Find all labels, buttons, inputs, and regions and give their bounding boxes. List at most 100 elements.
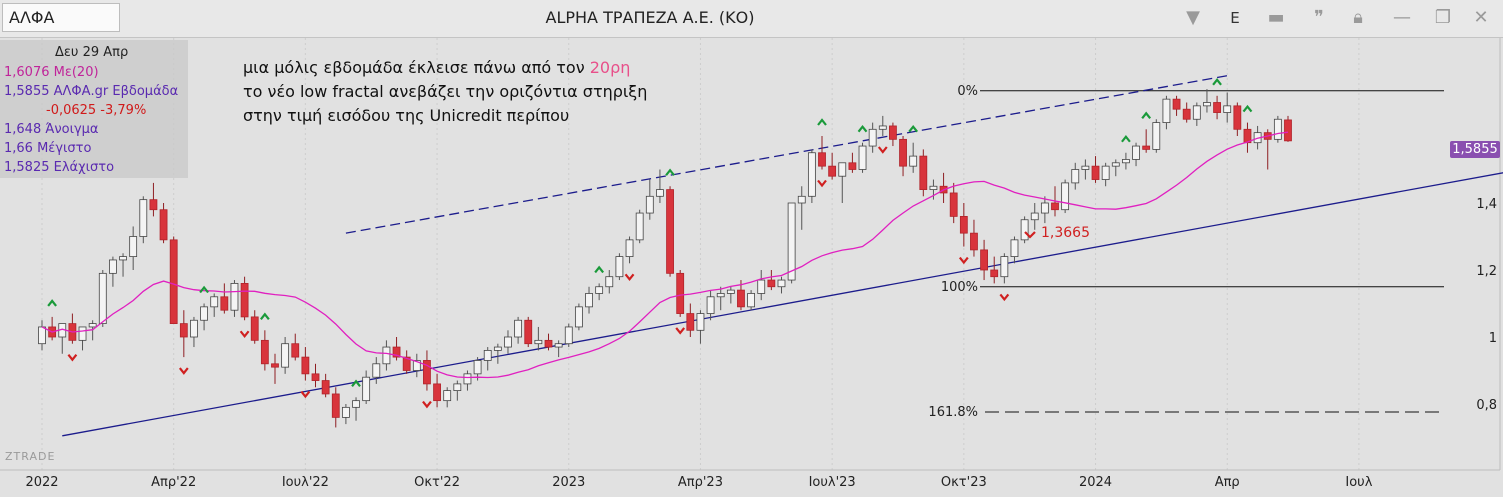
info-ma: 1,6076 Με(20) bbox=[4, 65, 99, 80]
candle bbox=[159, 209, 168, 241]
candle bbox=[544, 339, 553, 348]
restore-icon[interactable]: ❐ bbox=[1434, 7, 1452, 28]
candle bbox=[149, 199, 158, 211]
candle bbox=[453, 383, 462, 391]
x-tick-label: 2024 bbox=[1079, 475, 1112, 490]
x-tick-label: Οκτ'23 bbox=[941, 475, 987, 490]
candle bbox=[220, 296, 229, 311]
candle bbox=[686, 313, 695, 331]
candle bbox=[372, 363, 381, 378]
x-tick-label: Οκτ'22 bbox=[414, 475, 460, 490]
candle bbox=[271, 363, 279, 368]
candle bbox=[291, 343, 300, 358]
candle bbox=[595, 286, 604, 294]
candle bbox=[767, 279, 776, 288]
candle bbox=[899, 138, 907, 167]
candle bbox=[1010, 239, 1019, 258]
candle bbox=[1122, 159, 1130, 164]
close-icon[interactable]: ✕ bbox=[1473, 7, 1489, 28]
candle bbox=[554, 343, 563, 348]
x-tick-label: Ιουλ'22 bbox=[282, 475, 329, 490]
candle bbox=[564, 326, 573, 345]
candle bbox=[38, 326, 46, 345]
candle bbox=[1233, 105, 1242, 130]
x-tick-label: 2023 bbox=[552, 475, 585, 490]
x-tick-label: Απρ'22 bbox=[151, 475, 196, 490]
candle bbox=[88, 323, 97, 328]
candle bbox=[828, 165, 837, 177]
minimize-icon[interactable]: — bbox=[1393, 7, 1411, 28]
candle bbox=[1071, 169, 1080, 184]
candle bbox=[868, 128, 877, 147]
candle bbox=[807, 152, 816, 197]
down-fractal-marker bbox=[1024, 231, 1036, 239]
annotation-line-1-text: μια μόλις εβδομάδα έκλεισε πάνω από τον bbox=[243, 58, 590, 77]
annotation-line-3: στην τιμή εισόδου της Unicredit περίπου bbox=[243, 106, 570, 125]
candle bbox=[392, 346, 401, 358]
candle bbox=[1030, 212, 1039, 221]
down-fractal-marker bbox=[239, 330, 250, 339]
candle bbox=[929, 185, 938, 190]
dropdown-arrow-icon[interactable]: ▼ bbox=[1186, 7, 1200, 28]
candle bbox=[726, 289, 735, 294]
candle bbox=[666, 189, 674, 274]
candle bbox=[1111, 162, 1120, 167]
candle bbox=[382, 346, 391, 365]
candle bbox=[210, 296, 219, 308]
lock-icon[interactable]: 🔒︎ bbox=[1353, 7, 1363, 28]
down-fractal-marker bbox=[877, 146, 888, 154]
up-fractal-marker bbox=[1141, 111, 1152, 119]
candle bbox=[1020, 219, 1029, 241]
window-icon[interactable]: ▬ bbox=[1267, 7, 1285, 28]
candle bbox=[696, 313, 705, 331]
candle bbox=[797, 195, 806, 204]
up-fractal-marker bbox=[857, 124, 868, 133]
candle bbox=[909, 155, 918, 167]
annotation-line-1: μια μόλις εβδομάδα έκλεισε πάνω από τον … bbox=[243, 58, 630, 77]
candle bbox=[585, 293, 593, 308]
last-price-badge: 1,5855 bbox=[1450, 141, 1500, 158]
candle bbox=[1213, 102, 1221, 113]
info-panel: Δευ 29 Απρ 1,6076 Με(20) 1,5855 ΑΛΦΑ.gr … bbox=[0, 40, 188, 178]
candle bbox=[1132, 145, 1140, 160]
candle bbox=[838, 162, 847, 177]
x-tick-label: Ιουλ'23 bbox=[809, 475, 856, 490]
candle bbox=[1081, 165, 1090, 170]
candle bbox=[169, 239, 178, 325]
up-fractal-marker bbox=[1212, 78, 1222, 86]
x-tick-label: Απρ'23 bbox=[678, 475, 723, 490]
candle bbox=[1273, 118, 1282, 140]
up-fractal-marker bbox=[1121, 134, 1131, 143]
candle bbox=[281, 343, 290, 368]
candle bbox=[412, 360, 421, 371]
e-letter-icon[interactable]: E bbox=[1230, 9, 1240, 27]
x-tick-label: Απρ bbox=[1215, 475, 1240, 490]
info-date: Δευ 29 Απρ bbox=[55, 45, 129, 60]
candle bbox=[190, 319, 198, 338]
candle bbox=[949, 192, 958, 217]
info-high: 1,66 Μέγιστο bbox=[4, 141, 92, 156]
candle bbox=[706, 296, 715, 314]
candle bbox=[98, 272, 107, 325]
candle bbox=[1243, 128, 1252, 144]
candle bbox=[716, 293, 725, 298]
price-chart[interactable]: 2022 Απρ'22 Ιουλ'22 Οκτ'22 2023 Απρ'23 Ιουλ'23… bbox=[0, 38, 1503, 497]
candle bbox=[676, 272, 685, 314]
info-open: 1,648 Άνοιγμα bbox=[4, 122, 99, 137]
candle bbox=[331, 393, 340, 418]
info-change: -0,0625 -3,79% bbox=[46, 103, 147, 118]
down-fractal-marker bbox=[178, 367, 189, 375]
y-tick-label: 0,8 bbox=[1476, 398, 1497, 413]
candle bbox=[200, 306, 208, 321]
candle bbox=[625, 239, 634, 258]
candle bbox=[321, 380, 330, 395]
up-fractal-marker bbox=[908, 124, 919, 133]
quote-icon[interactable]: ❞ bbox=[1314, 7, 1324, 28]
up-fractal-marker bbox=[1242, 104, 1253, 113]
up-fractal-marker bbox=[351, 379, 361, 387]
candle bbox=[260, 339, 269, 365]
y-tick-label: 1 bbox=[1489, 331, 1497, 346]
candle bbox=[1172, 98, 1181, 110]
symbol-input[interactable]: ΑΛΦΑ bbox=[2, 3, 120, 32]
down-fractal-marker bbox=[422, 400, 432, 409]
